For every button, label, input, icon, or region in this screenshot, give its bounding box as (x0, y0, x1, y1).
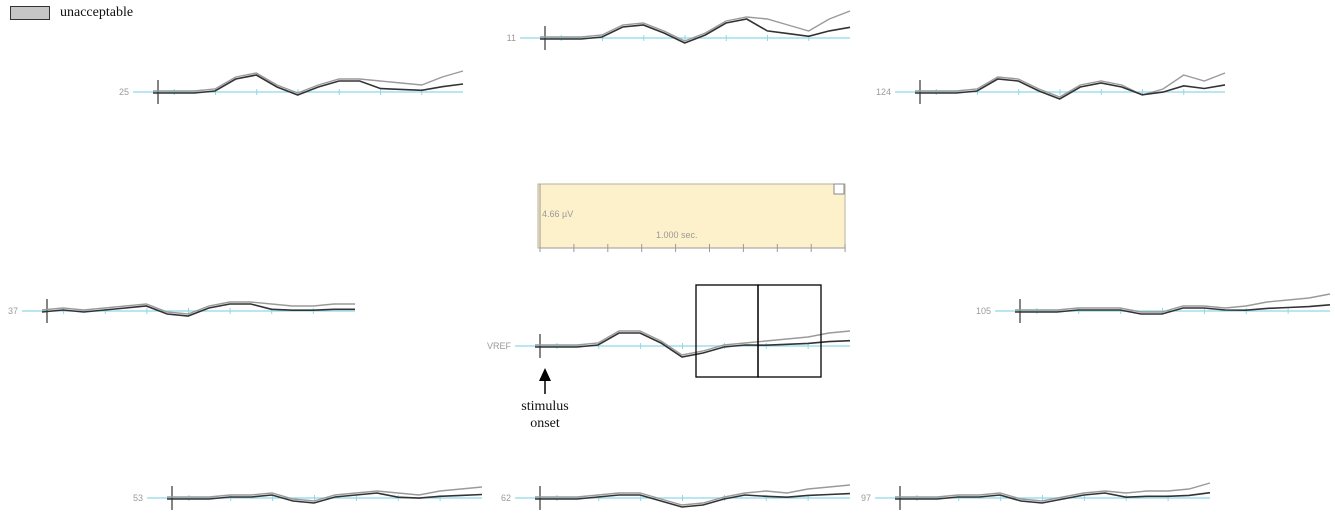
channel-label: 105 (976, 306, 991, 316)
trace-light (167, 486, 483, 502)
channel-53: 53 (133, 486, 483, 510)
trace-dark (915, 78, 1226, 100)
scale-box-toggle[interactable] (833, 183, 845, 195)
scale-amplitude: 4.66 µV (542, 209, 573, 219)
trace-light (535, 484, 851, 506)
analysis-window-2[interactable] (757, 284, 822, 378)
trace-dark (535, 492, 851, 508)
trace-dark (1015, 304, 1331, 315)
stimulus-onset-label: stimulus onset (490, 398, 600, 432)
channel-105: 105 (976, 293, 1331, 323)
trace-light (153, 70, 464, 94)
scale-box: 4.66 µV 1.000 sec. (537, 183, 846, 252)
trace-dark (895, 491, 1211, 504)
trace-light (1015, 293, 1331, 313)
channel-124: 124 (876, 72, 1226, 104)
annotation-line2: onset (530, 416, 560, 431)
trace-light (540, 10, 851, 42)
trace-dark (540, 18, 851, 44)
trace-light (915, 72, 1226, 98)
channel-62: 62 (501, 484, 851, 510)
scale-ticks (539, 244, 846, 252)
legend-swatch (10, 6, 50, 20)
trace-dark (535, 332, 851, 358)
channel-97: 97 (861, 482, 1211, 510)
channel-vref: VREF (487, 330, 851, 358)
scale-time: 1.000 sec. (656, 230, 698, 240)
channel-label: 97 (861, 493, 871, 503)
trace-light (895, 482, 1211, 502)
stimulus-onset-arrow (539, 368, 551, 394)
channel-label: 11 (507, 33, 516, 43)
trace-light (41, 301, 355, 315)
channel-label: 53 (133, 493, 143, 503)
trace-dark (167, 492, 483, 504)
trace-dark (41, 303, 355, 317)
trace-dark (153, 74, 464, 96)
channel-11: 11 (507, 10, 851, 50)
channel-label: 37 (8, 306, 18, 316)
channel-label: 124 (876, 87, 891, 97)
legend: unacceptable (10, 3, 133, 23)
channel-label: VREF (487, 341, 512, 351)
analysis-window-1[interactable] (695, 284, 759, 378)
channel-37: 37 (8, 299, 355, 323)
channel-label: 62 (501, 493, 511, 503)
legend-label: unacceptable (60, 5, 134, 20)
channel-label: 25 (119, 87, 129, 97)
trace-light (535, 330, 851, 356)
channel-25: 25 (119, 70, 464, 104)
annotation-line1: stimulus (521, 399, 569, 414)
